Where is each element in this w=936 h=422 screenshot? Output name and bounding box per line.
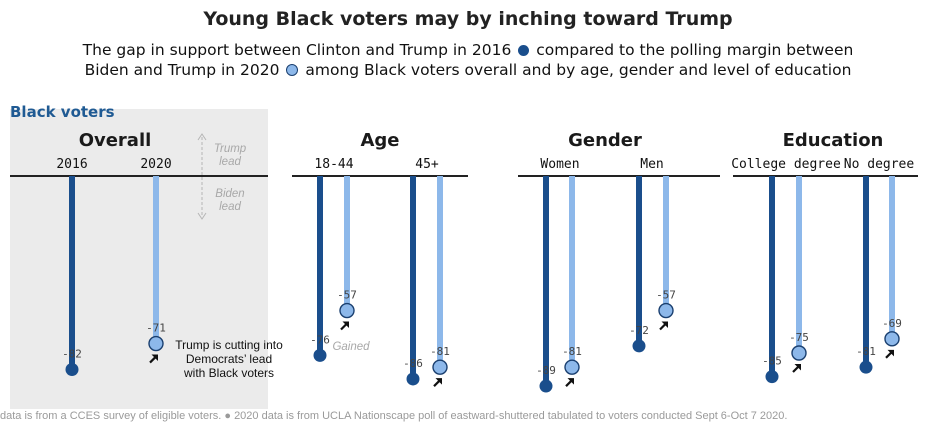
college-degree-2020-point — [791, 345, 807, 361]
men-2020-bar — [663, 176, 669, 306]
18-44-2020-point — [339, 302, 355, 319]
category-label-45-: 45+ — [415, 157, 439, 172]
subtitle-line1-a: The gap in support between Clinton and T… — [82, 41, 512, 59]
45--2020-bar — [437, 176, 443, 363]
group-title-overall: Overall — [79, 130, 152, 151]
overall-2016-bar — [69, 176, 75, 365]
legend-dot-2016 — [518, 45, 530, 56]
45--2016-value-label: -86 — [403, 357, 423, 370]
direction-label-biden-lead: Biden lead — [215, 188, 244, 213]
college-degree-arrow-head — [794, 364, 801, 371]
45--2016-point — [406, 372, 420, 386]
overall-2020-point — [148, 335, 164, 352]
overall-2016-point — [65, 363, 79, 377]
chart-title: Young Black voters may by inching toward… — [203, 8, 733, 30]
45--2020-value-label: -81 — [430, 345, 450, 358]
18-44-2016-bar — [317, 176, 323, 351]
overall-2020-value-label: -71 — [146, 322, 166, 335]
college-degree-2016-bar — [769, 176, 775, 372]
men-2016-bar — [636, 176, 642, 341]
men-2020-point — [658, 302, 674, 319]
overall-arrow-head — [151, 354, 158, 362]
18-44-2020-value-label: -57 — [337, 289, 357, 302]
subtitle-line1-b: compared to the polling margin between — [536, 41, 854, 59]
group-title-age: Age — [360, 130, 399, 151]
subtitle-line2-b: among Black voters overall and by age, g… — [305, 61, 852, 79]
18-44-2016-point — [313, 348, 327, 362]
18-44-arrow-head — [342, 321, 349, 329]
no-degree-2016-point — [859, 360, 873, 374]
overall-annotation-line: Trump is cutting into — [175, 338, 283, 352]
gained-annotation: Gained — [332, 341, 370, 353]
no-degree-2020-point — [884, 331, 900, 347]
legend-dot-2020 — [286, 64, 299, 76]
section-label: Black voters — [10, 103, 115, 121]
category-label-men: Men — [640, 157, 663, 172]
men-2016-value-label: -72 — [629, 324, 649, 337]
no-degree-2020-bar — [889, 176, 895, 334]
women-2016-value-label: -89 — [536, 364, 556, 377]
category-label-18-44: 18-44 — [314, 157, 353, 172]
college-degree-2020-bar — [796, 176, 802, 348]
women-arrow-head — [567, 378, 574, 385]
no-degree-2016-bar — [863, 176, 869, 363]
45--arrow-head — [435, 378, 442, 385]
college-degree-2016-point — [765, 370, 779, 384]
overall-2016-value-label: -82 — [62, 348, 82, 361]
category-label-college-degree: College degree — [731, 157, 841, 172]
direction-down-chevron — [197, 212, 207, 220]
group-title-education: Education — [783, 130, 884, 151]
category-label-women: Women — [540, 157, 579, 172]
category-label-overall-2016: 2016 — [56, 157, 87, 172]
overall-panel-background — [10, 109, 268, 409]
overall-annotation-line: Democrats’ lead — [186, 352, 272, 366]
women-2016-point — [539, 379, 553, 393]
no-degree-2016-value-label: -81 — [856, 345, 876, 358]
women-2020-point — [564, 359, 580, 375]
category-label-overall-2020: 2020 — [140, 157, 171, 172]
college-degree-2020-value-label: -75 — [789, 331, 809, 344]
category-label-no-degree: No degree — [844, 157, 915, 172]
chart-subtitle: The gap in support between Clinton and T… — [0, 40, 936, 80]
men-2020-value-label: -57 — [656, 289, 676, 302]
college-degree-2016-value-label: -85 — [762, 355, 782, 368]
overall-2020-bar — [153, 176, 159, 339]
subtitle-line2-a: Biden and Trump in 2020 — [84, 61, 280, 79]
men-arrow-head — [661, 321, 668, 329]
18-44-2016-value-label: -76 — [310, 333, 330, 346]
overall-annotation-line: with Black voters — [183, 366, 274, 380]
no-degree-2020-value-label: -69 — [882, 317, 902, 330]
direction-up-chevron — [197, 133, 207, 141]
45--2016-bar — [410, 176, 416, 374]
45--2020-point — [432, 359, 448, 375]
no-degree-arrow-head — [887, 349, 894, 357]
footer-note: data is from a CCES survey of eligible v… — [0, 410, 788, 422]
women-2020-value-label: -81 — [562, 345, 582, 358]
women-2020-bar — [569, 176, 575, 363]
direction-label-trump-lead: Trump lead — [214, 143, 247, 168]
women-2016-bar — [543, 176, 549, 382]
overall-annotation: Trump is cutting into Democrats’ lead with… — [175, 338, 283, 380]
18-44-2020-bar — [344, 176, 350, 306]
men-2016-point — [632, 339, 646, 353]
group-title-gender: Gender — [568, 130, 642, 151]
